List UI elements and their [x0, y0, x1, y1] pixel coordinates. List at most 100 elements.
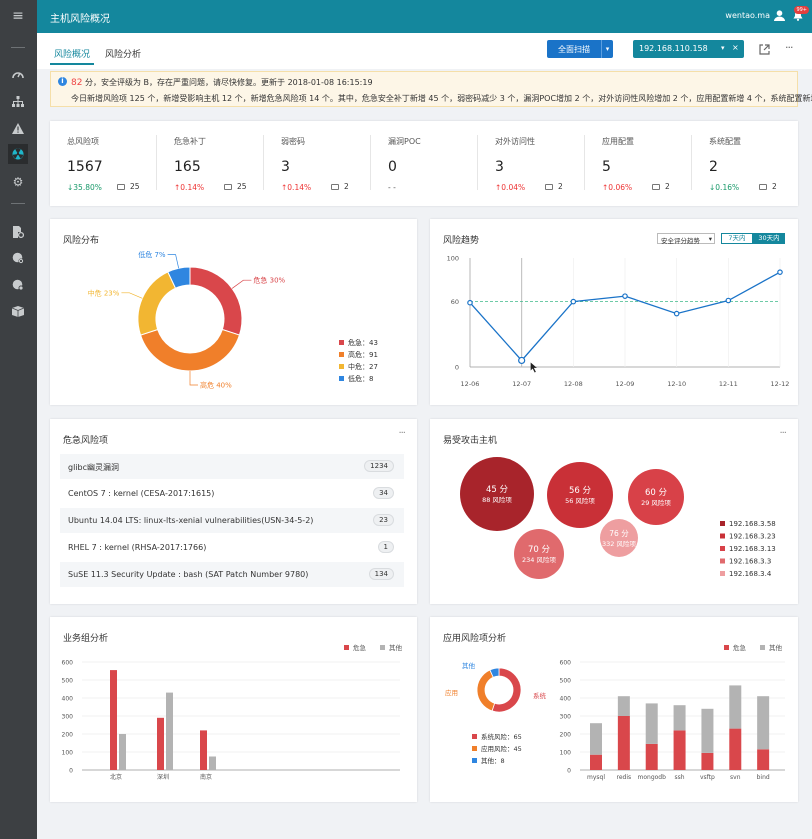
stat-block[interactable]: 漏洞POC 0 - - — [371, 121, 478, 206]
stacked-bar-其他 — [617, 696, 630, 716]
ip-select[interactable]: 192.168.110.158 ▾ × — [633, 40, 744, 58]
stat-change: ↓35.80% — [67, 183, 102, 192]
slice-label: 应用 — [445, 688, 458, 697]
scan-dropdown-toggle[interactable]: ▾ — [601, 40, 613, 58]
bubble-items: 234 风险项 — [522, 555, 556, 564]
legend-label: 高危：91 — [348, 350, 378, 359]
x-tick-label: 北京 — [110, 773, 122, 781]
package-icon[interactable] — [8, 301, 28, 321]
chevron-down-icon[interactable]: ▾ — [721, 44, 725, 52]
external-link-icon[interactable] — [759, 44, 770, 55]
globe-settings-icon[interactable] — [8, 248, 28, 268]
sidebar-divider — [11, 203, 25, 204]
risk-count-badge: 1234 — [364, 460, 394, 472]
bar-危急 — [200, 730, 207, 770]
more-icon[interactable]: ··· — [785, 41, 793, 54]
stat-block[interactable]: 总风险项 1567 ↓35.80% 25 — [50, 121, 157, 206]
stat-label: 对外访问性 — [495, 137, 535, 146]
slice-label: 低危 7% — [138, 250, 166, 259]
x-tick-label: svn — [730, 774, 741, 781]
critical-risk-row[interactable]: CentOS 7 : kernel (CESA-2017:1615) 34 — [60, 481, 404, 506]
stat-block[interactable]: 系统配置 2 ↓0.16% 2 — [692, 121, 799, 206]
x-tick-label: 12-12 — [771, 380, 790, 388]
info-icon: i — [58, 77, 67, 86]
stat-host-count: 2 — [759, 182, 777, 191]
monitor-icon — [652, 184, 660, 190]
stat-block[interactable]: 弱密码 3 ↑0.14% 2 — [264, 121, 371, 206]
settings-icon[interactable]: ⚙ — [12, 175, 24, 189]
legend-ip: 192.168.3.13 — [729, 545, 776, 553]
legend-ip: 192.168.3.3 — [729, 558, 771, 566]
critical-risk-row[interactable]: SuSE 11.3 Security Update : bash (SAT Pa… — [60, 562, 404, 587]
stat-block[interactable]: 应用配置 5 ↑0.06% 2 — [585, 121, 692, 206]
globe-config-icon[interactable] — [8, 275, 28, 295]
alert-banner: i 82 分，安全评级为 B，存在严重问题，请尽快修复。更新于 2018-01-… — [50, 71, 812, 107]
trend-metric-select[interactable]: 安全评分趋势 ▾ — [657, 233, 715, 245]
critical-risk-row[interactable]: RHEL 7 : kernel (RHSA-2017:1766) 1 — [60, 535, 404, 560]
stat-label: 弱密码 — [281, 137, 305, 146]
critical-risk-row[interactable]: Ubuntu 14.04 LTS: linux-lts-xenial vulne… — [60, 508, 404, 533]
bubble-score: 45 分 — [486, 485, 509, 495]
radiation-icon[interactable] — [8, 144, 28, 164]
dashboard-icon[interactable] — [8, 64, 28, 84]
menu-icon[interactable]: ≡ — [12, 8, 24, 24]
stacked-bar-其他 — [729, 685, 742, 729]
file-settings-icon[interactable] — [8, 222, 28, 242]
username[interactable]: wentao.ma — [725, 11, 770, 20]
critical-risk-row[interactable]: glibc幽灵漏洞 1234 — [60, 454, 404, 479]
range-30d-button[interactable]: 30天内 — [753, 233, 785, 244]
stat-value: 5 — [602, 159, 611, 175]
bar-其他 — [119, 734, 126, 770]
risk-trend-card: 风险趋势 安全评分趋势 ▾ 7天内 30天内 100 60 0 12-06 12-07 12… — [430, 219, 798, 405]
y-tick-label: 200 — [62, 732, 74, 739]
risk-distribution-chart: 危急 30% 高危 40% 中危 23% 低危 7% 危急：43 高危：91 中危：27 低危… — [88, 250, 378, 389]
clear-icon[interactable]: × — [732, 43, 739, 52]
x-tick-label: ssh — [675, 774, 685, 781]
stacked-bar-其他 — [757, 696, 770, 750]
stat-value: 3 — [495, 159, 504, 175]
stat-count-value: 25 — [130, 182, 140, 191]
legend-label: 其他 — [389, 643, 403, 652]
risk-name: Ubuntu 14.04 LTS: linux-lts-xenial vulne… — [68, 516, 314, 525]
risk-distribution-card: 风险分布 危急 30% 高危 40% 中危 23% 低危 7% 危急：43 高危：91 中危… — [50, 219, 417, 405]
warning-icon[interactable] — [8, 118, 28, 138]
more-icon[interactable]: ··· — [779, 428, 786, 439]
more-icon[interactable]: ··· — [398, 428, 405, 439]
legend-swatch — [339, 376, 344, 381]
tab-risk-overview[interactable]: 风险概况 — [54, 50, 91, 60]
alert-score: 82 — [71, 78, 83, 88]
x-tick-label: 深圳 — [157, 773, 169, 781]
stat-block[interactable]: 对外访问性 3 ↑0.04% 2 — [478, 121, 585, 206]
x-tick-label: redis — [617, 774, 632, 781]
bar-其他 — [166, 692, 173, 770]
stat-host-count: 25 — [224, 182, 247, 191]
legend-swatch — [720, 571, 725, 576]
stat-value: 3 — [281, 159, 290, 175]
stat-block[interactable]: 危急补丁 165 ↑0.14% 25 — [157, 121, 264, 206]
y-tick-label: 100 — [560, 750, 572, 757]
stat-count-value: 2 — [772, 182, 777, 191]
data-point — [518, 356, 526, 365]
user-icon[interactable] — [774, 10, 785, 21]
legend-swatch — [339, 340, 344, 345]
alert-summary: 分，安全评级为 B，存在严重问题，请尽快修复。更新于 2018-01-08 16… — [85, 78, 373, 87]
tab-risk-analysis[interactable]: 风险分析 — [105, 50, 142, 60]
full-scan-button[interactable]: 全面扫描 ▾ — [547, 40, 613, 58]
range-7d-button[interactable]: 7天内 — [721, 233, 753, 244]
topology-icon[interactable] — [8, 91, 28, 111]
stat-count-value: 2 — [558, 182, 563, 191]
legend-swatch — [720, 533, 725, 539]
bubble-score: 60 分 — [645, 488, 668, 498]
donut-slice-危急 — [189, 266, 243, 336]
stacked-bar-其他 — [590, 723, 602, 755]
y-tick-label: 0 — [567, 768, 571, 775]
bubble-score: 56 分 — [569, 486, 592, 496]
stacked-bar-其他 — [701, 708, 714, 753]
slice-label: 系统 — [533, 691, 547, 700]
stat-host-count: 2 — [331, 182, 349, 191]
legend-label: 系统风险：65 — [481, 732, 522, 741]
notification-badge: 99+ — [794, 6, 809, 14]
stat-label: 总风险项 — [67, 137, 99, 146]
stacked-bar-危急 — [617, 716, 630, 770]
bubble-items: 56 风险项 — [565, 496, 595, 505]
